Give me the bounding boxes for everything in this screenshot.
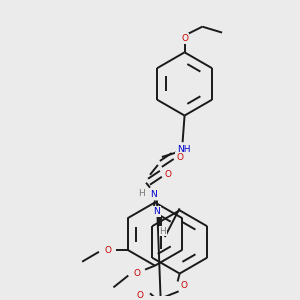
- Text: N: N: [151, 190, 157, 199]
- Text: O: O: [134, 269, 141, 278]
- Text: H: H: [138, 189, 145, 198]
- Text: O: O: [180, 281, 187, 290]
- Text: N: N: [154, 207, 160, 216]
- Text: O: O: [136, 291, 144, 300]
- Text: O: O: [104, 246, 111, 255]
- Text: H: H: [160, 226, 166, 236]
- Text: NH: NH: [177, 145, 190, 154]
- Text: O: O: [164, 170, 171, 179]
- Text: O: O: [181, 34, 188, 43]
- Text: O: O: [176, 152, 183, 161]
